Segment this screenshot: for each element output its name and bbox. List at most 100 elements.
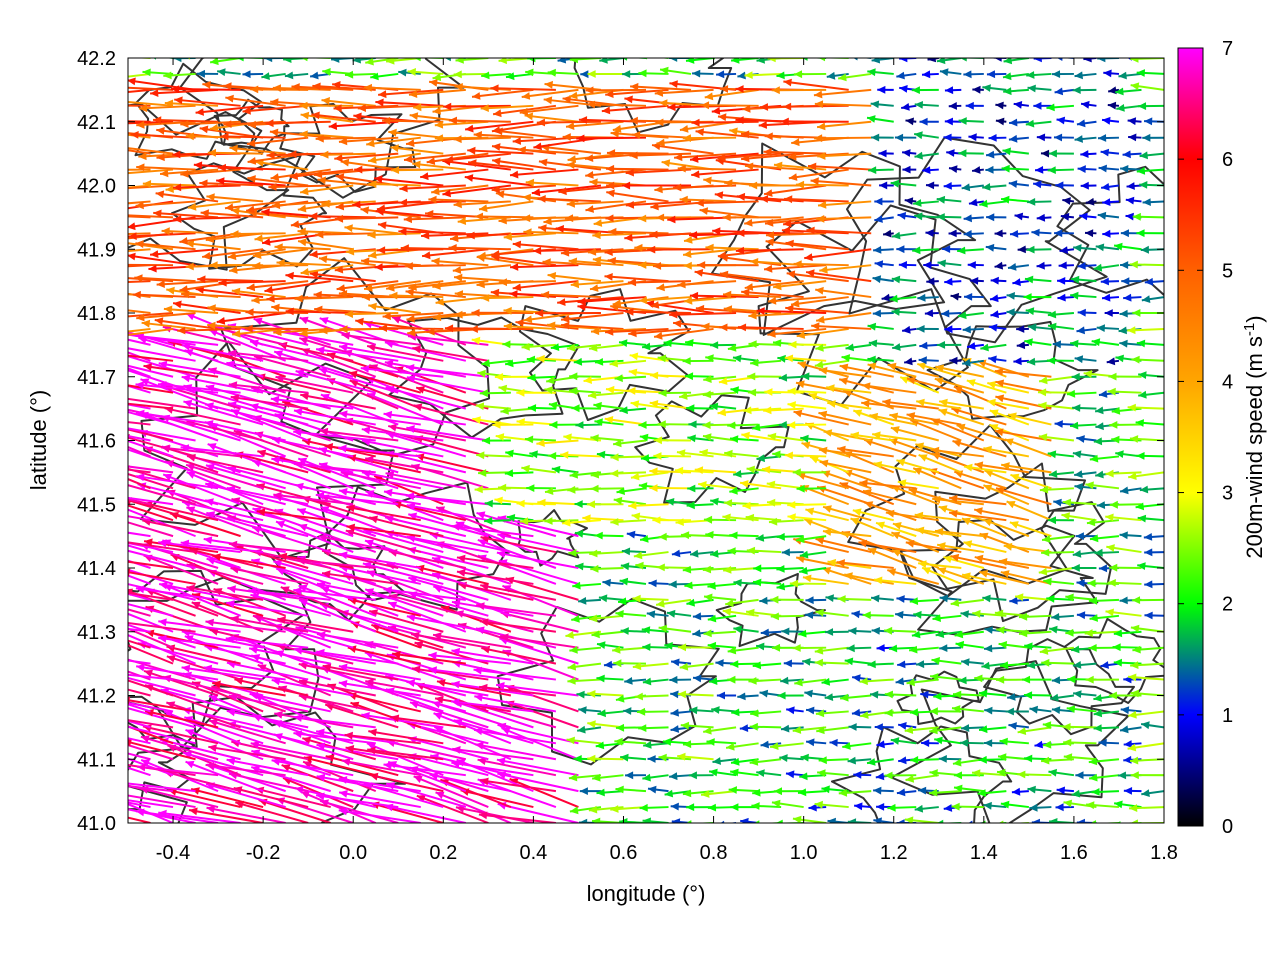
wind-vector-head	[406, 679, 416, 687]
wind-vector-head	[117, 620, 126, 627]
wind-vector-shaft	[128, 703, 151, 713]
wind-vector-head	[920, 690, 929, 699]
terrain-contour	[715, 572, 826, 648]
wind-vector-head	[49, 367, 58, 375]
wind-vector-head	[226, 757, 236, 766]
wind-vector	[978, 755, 1007, 764]
wind-vector-head	[984, 706, 993, 715]
wind-vector-head	[69, 422, 78, 430]
wind-vector-head	[806, 706, 815, 715]
wind-vector-head	[848, 723, 857, 731]
wind-vector-shaft	[477, 758, 557, 777]
wind-vector-head	[771, 799, 781, 808]
wind-vector-shaft	[185, 760, 264, 793]
wind-vector	[578, 706, 602, 714]
wind-vector-head	[931, 657, 940, 665]
wind-vector-head	[1055, 803, 1064, 812]
wind-vector	[479, 777, 557, 793]
wind-vector-head	[670, 708, 679, 717]
wind-vector-shaft	[460, 789, 534, 809]
wind-vector	[1091, 788, 1119, 796]
wind-vector-shaft	[258, 799, 331, 823]
wind-vector	[737, 692, 759, 701]
wind-vector-shaft	[233, 787, 309, 809]
wind-vector-shaft	[364, 651, 444, 681]
wind-vector	[935, 819, 962, 823]
wind-vector	[451, 647, 534, 665]
wind-vector	[751, 802, 782, 810]
wind-vector-head	[128, 696, 131, 705]
wind-vector	[128, 265, 129, 267]
wind-vector-head	[1090, 820, 1097, 823]
wind-vector-shaft	[128, 801, 151, 809]
wind-vector-head	[816, 726, 825, 735]
wind-vector	[436, 679, 512, 697]
wind-vector-head	[320, 799, 329, 807]
wind-vector-head	[798, 788, 807, 797]
wind-vector-shaft	[252, 264, 309, 267]
wind-vector	[368, 728, 444, 745]
wind-vector-head	[1086, 801, 1095, 810]
wind-vector	[185, 760, 264, 793]
wind-vector	[315, 792, 399, 809]
wind-vector-head	[671, 818, 681, 823]
wind-vector-head	[896, 819, 905, 823]
wind-vector-head	[701, 790, 710, 798]
wind-vector-head	[69, 788, 78, 796]
wind-vector-head	[873, 786, 882, 795]
wind-vector	[669, 675, 692, 684]
wind-vector-head	[884, 690, 893, 699]
wind-vector-head	[847, 756, 856, 765]
wind-vector-head	[93, 593, 102, 601]
wind-vector	[914, 804, 939, 813]
wind-vector-head	[637, 707, 646, 716]
wind-vector-head	[737, 692, 746, 701]
wind-vector-head	[739, 724, 749, 732]
wind-vector	[929, 673, 962, 681]
wind-vector	[960, 724, 984, 732]
wind-vector	[815, 709, 849, 718]
wind-vector	[1129, 819, 1164, 823]
wind-vector	[1127, 742, 1164, 752]
wind-vector-shaft	[300, 790, 377, 823]
wind-vector-head	[52, 633, 61, 640]
wind-vector-head	[209, 719, 218, 727]
wind-vector	[293, 646, 376, 665]
wind-vector-layer	[49, 58, 1164, 823]
wind-vector-shaft	[495, 683, 579, 697]
wind-vector-head	[60, 302, 69, 310]
wind-vector-head	[1050, 693, 1059, 702]
wind-vector-head	[720, 820, 725, 823]
wind-vector-shaft	[208, 694, 287, 729]
wind-vector-shaft	[204, 645, 286, 665]
wind-vector	[679, 662, 714, 671]
wind-vector	[428, 651, 511, 665]
wind-vector-head	[1114, 800, 1123, 809]
wind-vector	[904, 816, 939, 823]
wind-vector-head	[998, 820, 1004, 823]
wind-vector-head	[114, 804, 123, 812]
wind-vector-head	[573, 755, 582, 763]
wind-vector	[816, 726, 849, 735]
wind-vector	[1072, 661, 1097, 669]
wind-vector-head	[114, 330, 123, 338]
wind-vector-head	[898, 756, 907, 765]
wind-vector-head	[786, 706, 795, 715]
wind-vector-shaft	[497, 772, 579, 793]
wind-vector-head	[854, 802, 863, 811]
wind-vector-head	[1130, 689, 1139, 698]
wind-vector-head	[410, 701, 419, 709]
wind-vector	[452, 746, 534, 761]
wind-vector	[128, 696, 196, 713]
wind-vector-shaft	[188, 809, 264, 823]
wind-vector	[128, 688, 151, 697]
wind-vector-head	[952, 705, 961, 713]
wind-vector-head	[884, 771, 893, 780]
wind-vector-head	[451, 698, 460, 707]
wind-vector	[934, 736, 962, 745]
wind-vector	[451, 680, 534, 697]
wind-vector-head	[576, 690, 585, 699]
wind-vector-head	[206, 805, 216, 814]
wind-vector	[453, 718, 534, 745]
wind-vector	[128, 752, 151, 761]
